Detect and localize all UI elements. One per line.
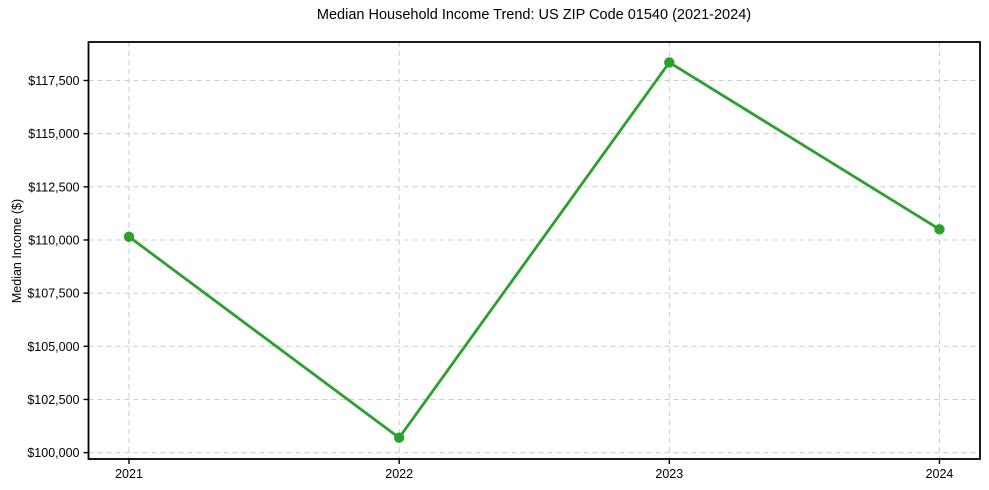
y-tick-label: $100,000 [27, 446, 79, 460]
y-tick-label: $117,500 [28, 74, 79, 88]
x-tick-label: 2021 [115, 467, 143, 481]
y-tick-label: $105,000 [27, 340, 79, 354]
data-point-marker [664, 57, 675, 68]
x-tick-label: 2023 [655, 467, 683, 481]
trend-line [127, 61, 941, 440]
x-tick-label: 2022 [385, 467, 413, 481]
y-tick-label: $110,000 [28, 233, 79, 247]
plot-border [87, 41, 981, 460]
y-tick-label: $102,500 [27, 393, 79, 407]
y-tick-label: $115,000 [28, 127, 79, 141]
data-point-marker [934, 224, 945, 235]
x-tick-label: 2024 [926, 467, 954, 481]
data-point-marker [123, 231, 135, 242]
y-tick-label: $112,500 [28, 180, 79, 194]
data-point-marker [393, 432, 405, 443]
chart-title: Median Household Income Trend: US ZIP Co… [316, 7, 752, 23]
y-tick-label: $107,500 [27, 287, 79, 301]
